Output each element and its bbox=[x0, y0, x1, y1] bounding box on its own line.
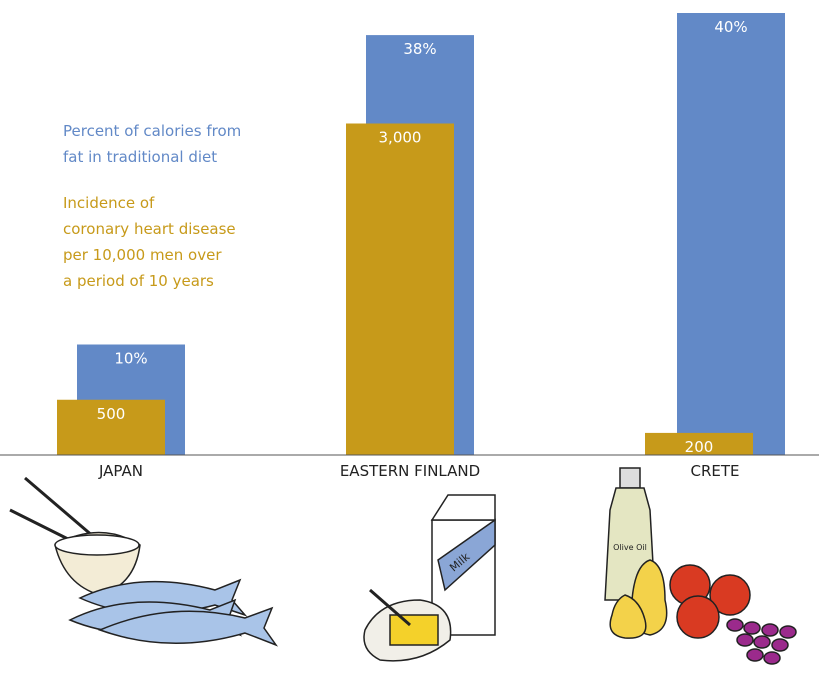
butter bbox=[389, 614, 439, 646]
value-label: 500 bbox=[97, 405, 126, 423]
bar bbox=[677, 13, 785, 455]
olive-oil-text: Olive Oil bbox=[613, 543, 647, 552]
knife bbox=[369, 588, 411, 627]
rice bbox=[54, 534, 140, 556]
value-label: 10% bbox=[114, 350, 147, 368]
value-label: 38% bbox=[403, 40, 436, 58]
pear bbox=[609, 594, 647, 639]
bar bbox=[57, 399, 165, 455]
bottle-cap bbox=[619, 467, 641, 489]
bar bbox=[645, 432, 753, 455]
x-tick-label: CRETE bbox=[690, 462, 739, 480]
x-tick-label: JAPAN bbox=[98, 462, 143, 480]
grapes bbox=[726, 618, 797, 665]
fish bbox=[97, 606, 279, 647]
milk-stripe bbox=[437, 518, 496, 592]
legend-entry: Percent of calories from fat in traditio… bbox=[63, 122, 242, 166]
apple bbox=[709, 574, 751, 616]
value-label: 3,000 bbox=[379, 129, 422, 147]
bar bbox=[346, 123, 454, 455]
apple bbox=[676, 595, 720, 639]
value-label: 200 bbox=[685, 438, 714, 456]
food-illustrations: Milk Olive Oil bbox=[9, 467, 797, 665]
x-tick-label: EASTERN FINLAND bbox=[340, 462, 480, 480]
legend-entry: Incidence of coronary heart disease per … bbox=[63, 194, 236, 290]
milk-carton-top bbox=[430, 494, 496, 521]
value-label: 40% bbox=[714, 18, 747, 36]
